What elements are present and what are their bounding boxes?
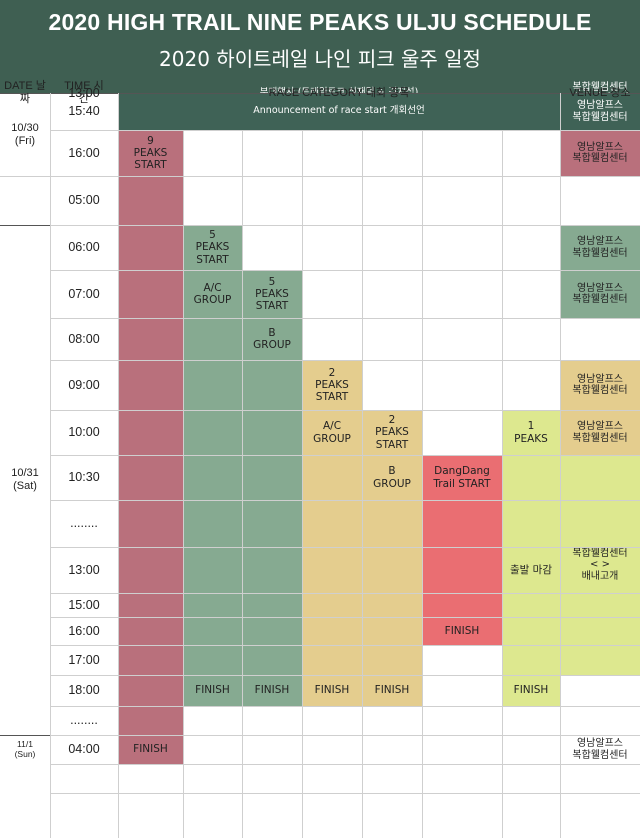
two-peaks-start-b: 2 PEAKS START [375,414,409,451]
finish-2-b: FINISH [374,684,410,697]
five-peaks-start-a: 5 PEAKS START [195,229,230,266]
time-cell: 16:00 [68,623,100,638]
b-group-2: B GROUP [373,465,411,490]
grid-line [560,93,561,838]
venue-1600: 영남알프스 복합웰컴센터 [560,130,640,176]
grid-line [50,500,640,501]
title-english: 2020 HIGH TRAIL NINE PEAKS ULJU SCHEDULE [48,9,592,35]
dangdang-finish: FINISH [444,624,480,637]
grid-line [50,130,640,131]
grid-line [118,93,119,838]
grid-line [50,593,640,594]
two-peaks-start-a: 2 PEAKS START [315,366,349,404]
time-cell: 07:00 [68,286,100,301]
nine-peaks-column [118,130,183,764]
grid-line [502,130,503,838]
one-peak-start: 1 PEAKS [514,420,548,445]
grid-line [362,130,363,838]
grid-line [50,360,640,361]
grid-line [422,130,423,838]
time-cell: 10:30 [68,470,100,485]
grid-line [50,318,640,319]
time-cell: 05:00 [68,193,100,208]
two-peaks-b-column [362,410,422,706]
grid-line [50,455,640,456]
finish-2-ac: FINISH [314,684,350,697]
time-cell: 09:00 [68,377,100,392]
announcement-bar: Announcement of race start 개회선언 [118,93,560,130]
venue-0400: 영남알프스 복합웰컴센터 [572,738,628,761]
grid-line [50,547,640,548]
grid-line [50,675,640,676]
grid-line [50,706,640,707]
time-cell: 04:00 [68,742,100,757]
time-cell: 06:00 [68,240,100,255]
time-cell: 16:00 [68,145,100,160]
grid-line [50,764,640,765]
one-peak-column [502,410,560,706]
date-nov1: 11/1 (Sun) [14,738,36,759]
time-cell: 13:00 [68,562,100,577]
b-group-5: B GROUP [253,326,291,351]
two-peaks-ac-column [302,360,362,706]
grid-line [183,130,184,838]
grid-line [50,410,640,411]
dangdang-start: DangDang Trail START [433,465,491,490]
time-cell: 10:00 [68,425,100,440]
time-cell: 18:00 [68,683,100,698]
grid-line [0,93,640,94]
grid-line [302,130,303,838]
one-peak-close: 출발 마감 [510,563,552,576]
time-cell: ........ [70,713,98,728]
finish-5-ac: FINISH [195,684,230,697]
five-peaks-ac-column [183,225,242,706]
five-peaks-b-column [242,270,302,706]
date-oct30: 10/30 (Fri) [11,121,39,147]
finish-1: FINISH [513,684,549,697]
grid-line [50,93,51,838]
venue-1000: 영남알프스 복합웰컴센터 [560,410,640,455]
grid-line [50,645,640,646]
title-korean: 2020 하이트레일 나인 피크 울주 일정 [159,47,481,71]
schedule-table: 부대행사 (트레일토크 심재덕 + 김지섭)복합웰컴센터 내 클라이밍장Anno… [0,80,640,838]
grid-line [50,735,640,736]
venue-1540: 영남알프스 복합웰컴센터 [560,93,640,130]
venue-0700: 영남알프스 복합웰컴센터 [560,270,640,318]
time-cell: 15:00 [68,597,100,612]
grid-line [50,793,640,794]
time-cell: 17:00 [68,652,100,667]
grid-line [0,735,50,736]
ac-group-5: A/C GROUP [193,281,232,306]
finish-5-b: FINISH [254,684,290,697]
time-cell: ........ [70,516,98,531]
grid-line [0,225,50,226]
grid-line [50,270,640,271]
nine-peaks-finish: FINISH [133,743,168,756]
header-banner: 2020 HIGH TRAIL NINE PEAKS ULJU SCHEDULE… [0,0,640,93]
grid-line [50,225,640,226]
time-cell: 15:40 [68,104,100,119]
venue-0900: 영남알프스 복합웰컴센터 [560,360,640,410]
ac-group-2: A/C GROUP [313,420,351,445]
venue-range: 복합웰컴센터 < > 배내고개 [560,455,640,675]
nine-peaks-start: 9 PEAKS START [133,134,168,172]
grid-line [50,617,640,618]
dangdang-column [422,455,502,645]
venue-0600: 영남알프스 복합웰컴센터 [560,225,640,270]
date-oct31: 10/31 (Sat) [11,467,39,492]
grid-line [242,130,243,838]
five-peaks-start-b: 5 PEAKS START [255,275,289,313]
grid-line [0,176,640,177]
time-cell: 08:00 [68,331,100,346]
